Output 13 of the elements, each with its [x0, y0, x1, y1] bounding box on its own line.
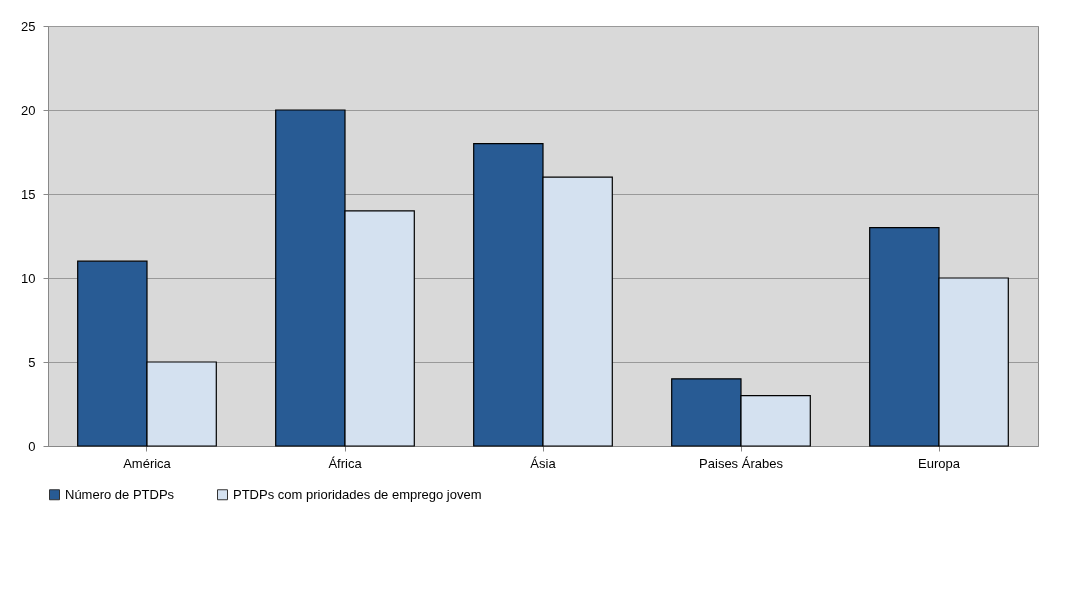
y-tick-label: 15	[21, 186, 36, 202]
x-tick-label: Europa	[918, 455, 961, 471]
x-tick-label: África	[328, 455, 363, 471]
legend-label: PTDPs com prioridades de emprego jovem	[233, 486, 482, 502]
y-tick-label: 20	[21, 102, 36, 118]
x-tick-label: Ásia	[530, 455, 557, 471]
y-tick-label: 0	[28, 438, 36, 454]
legend-label: Número de PTDPs	[65, 486, 175, 502]
x-tick-label: Paises Árabes	[699, 455, 784, 471]
y-tick-label: 25	[21, 18, 36, 34]
x-tick-label: América	[123, 455, 172, 471]
y-tick-label: 10	[21, 270, 36, 286]
y-tick-label: 5	[28, 354, 36, 370]
